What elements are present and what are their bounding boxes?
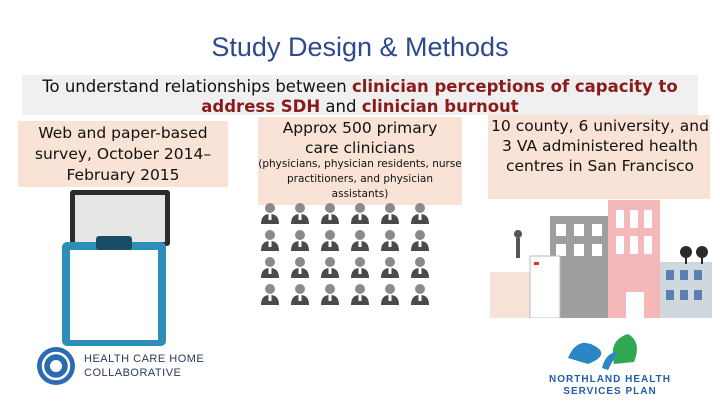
hchc-logo-line1: HEALTH CARE HOME — [84, 353, 205, 365]
hchc-logo-mark-icon — [37, 347, 75, 385]
clinicians-subtext: (physicians, physician residents, nurse … — [258, 158, 462, 200]
clinicians-heading: Approx 500 primary care clinicians — [282, 119, 438, 157]
objective-text: To understand relationships between clin… — [42, 77, 678, 116]
person-icon — [261, 203, 429, 305]
northland-logo-line2: SERVICES PLAN — [563, 386, 657, 397]
northland-logo-line1: NORTHLAND HEALTH — [549, 374, 671, 385]
health-centres-text: 10 county, 6 university, and 3 VA admini… — [491, 117, 709, 175]
objective-highlight-burnout: clinician burnout — [361, 97, 519, 116]
slide-title: Study Design & Methods — [211, 32, 509, 62]
column-3-band — [488, 115, 710, 199]
northland-logo-mark-icon — [568, 334, 637, 370]
survey-method-text: Web and paper-based survey, October 2014… — [34, 124, 212, 184]
column-1-band — [18, 121, 228, 187]
objective-highlight-capacity: clinician perceptions of capacity to add… — [201, 77, 678, 116]
hchc-logo-line2: COLLABORATIVE — [84, 367, 182, 379]
clinician-icons-grid — [258, 202, 458, 314]
objective-band: To understand relationships between clin… — [22, 75, 698, 116]
hospital-icon — [490, 200, 712, 318]
clipboard-icon — [62, 236, 166, 346]
northland-logo: NORTHLAND HEALTH SERVICES PLAN — [520, 328, 700, 400]
column-2-band — [258, 117, 462, 205]
hchc-logo: HEALTH CARE HOME COLLABORATIVE — [36, 344, 246, 388]
laptop-icon — [70, 190, 170, 246]
